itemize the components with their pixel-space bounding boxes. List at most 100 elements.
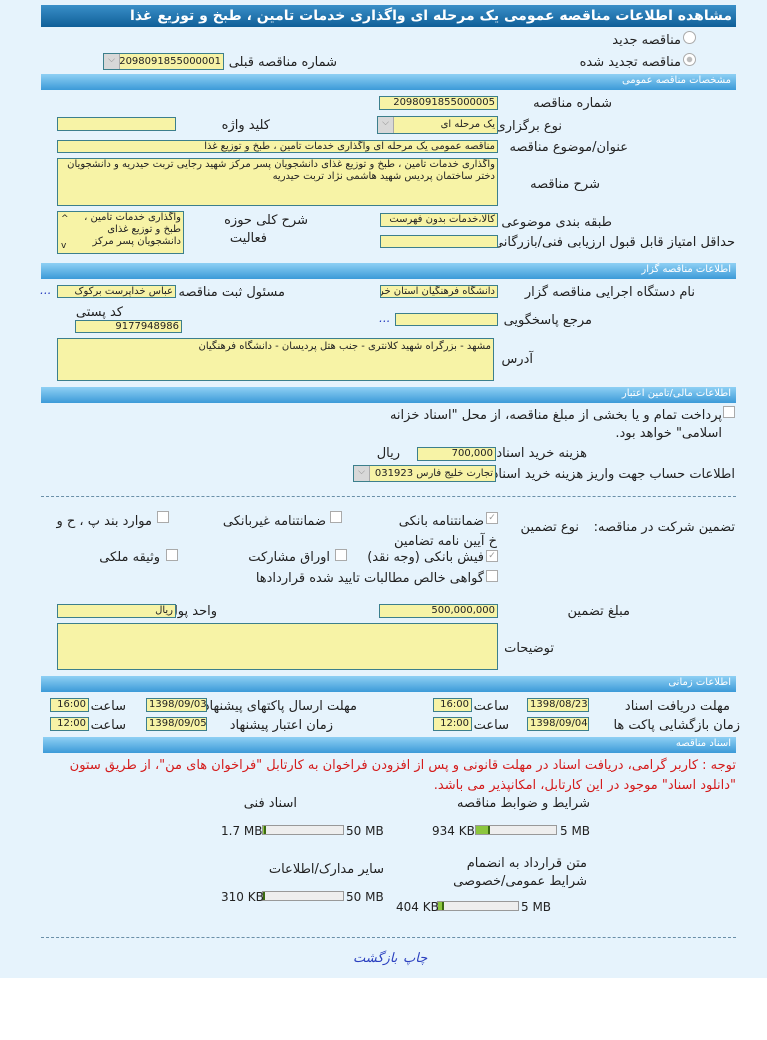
doc-technical-label: اسناد فنی (243, 796, 297, 811)
tender-number-label: شماره مناقصه (533, 96, 612, 111)
opening-time[interactable]: 12:00 (433, 717, 472, 731)
min-score-label: حداقل امتیاز قابل قبول ارزیابی فنی/بازرگ… (492, 235, 735, 250)
checkbox-property-deed[interactable] (166, 549, 178, 561)
holding-type-label: نوع برگزاری (495, 119, 562, 134)
back-link[interactable]: بازگشت (353, 951, 398, 966)
hour-label: ساعت (90, 718, 126, 733)
doc-contract-bar (437, 901, 519, 911)
tender-number-field[interactable]: 2098091855000005 (379, 96, 498, 110)
subject-field[interactable]: مناقصه عمومی یک مرحله ای واگذاری خدمات ت… (57, 140, 498, 153)
bonds-label: اوراق مشارکت (248, 550, 330, 565)
doc-max-size: 50 MB (346, 890, 384, 904)
account-label: اطلاعات حساب جهت واریز هزینه خرید اسناد (492, 467, 735, 482)
section-finance: اطلاعات مالی/تامین اعتبار (41, 387, 736, 403)
submit-deadline-date[interactable]: 1398/09/03 (146, 698, 207, 712)
doc-size: 310 KB (221, 890, 264, 904)
claims-certificate-label: گواهی خالص مطالبات تایید شده قراردادها (255, 571, 484, 586)
keyword-label: کلید واژه (221, 118, 270, 133)
doc-conditions-bar (475, 825, 557, 835)
postal-field[interactable]: 9177948986 (75, 320, 182, 333)
opening-date[interactable]: 1398/09/04 (527, 717, 589, 731)
postal-label: کد پستی (75, 305, 123, 320)
progress-fill (476, 826, 491, 834)
previous-number-select[interactable]: ⌵ 2098091855000001 (103, 53, 224, 70)
nonbank-guarantee-label: ضمانتنامه غیربانکی (222, 514, 326, 529)
address-textarea[interactable]: مشهد - بزرگراه شهید کلانتری - جنب هتل پر… (57, 338, 494, 381)
radio-new-tender[interactable] (683, 31, 696, 44)
renewed-tender-label: مناقصه تجدید شده (579, 55, 681, 70)
notes-textarea[interactable] (57, 623, 498, 670)
scroll-down-icon[interactable]: v (61, 241, 67, 251)
keyword-field[interactable] (57, 117, 176, 131)
reference-label: مرجع پاسخگویی (503, 313, 592, 328)
doc-contract-label: متن قرارداد به انضمام شرایط عمومی/خصوصی (453, 856, 587, 889)
activity-label-2: فعالیت (229, 231, 267, 246)
doc-other-label: سایر مدارک/اطلاعات (268, 862, 384, 877)
doc-deadline-label: مهلت دریافت اسناد (624, 699, 730, 714)
property-deed-label: وثیقه ملکی (99, 550, 160, 565)
doc-other-bar (262, 891, 344, 901)
doc-deadline-date[interactable]: 1398/08/23 (527, 698, 589, 712)
doc-max-size: 50 MB (346, 824, 384, 838)
checkbox-nonbank-guarantee[interactable] (330, 511, 342, 523)
account-select[interactable]: ⌵ تجارت خلیج فارس 031923 (353, 465, 496, 482)
category-field[interactable]: کالا،خدمات بدون فهرست (380, 213, 498, 227)
section-general: مشخصات مناقصه عمومی (41, 74, 736, 90)
registrar-label: مسئول ثبت مناقصه (178, 285, 285, 300)
doc-size: 404 KB (396, 900, 439, 914)
previous-number-label: شماره مناقصه قبلی (228, 55, 337, 70)
doc-max-size: 5 MB (521, 900, 552, 914)
min-score-field[interactable] (380, 235, 498, 248)
registrar-more-button[interactable]: ... (40, 283, 52, 297)
checkbox-claims-certificate[interactable] (486, 570, 498, 582)
checkbox-other-clauses[interactable] (157, 511, 169, 523)
progress-fill (438, 902, 445, 910)
reference-field[interactable] (395, 313, 498, 326)
progress-fill (263, 826, 266, 834)
registrar-field[interactable]: عباس خداپرست برکوک (57, 285, 176, 298)
validity-date[interactable]: 1398/09/05 (146, 717, 207, 731)
activity-label: شرح کلی حوزه (224, 213, 308, 228)
doc-max-size: 5 MB (560, 824, 591, 838)
category-label: طبقه بندی موضوعی (501, 215, 612, 230)
doc-conditions-label: شرایط و ضوابط مناقصه (457, 796, 590, 811)
doc-deadline-time[interactable]: 16:00 (433, 698, 472, 712)
section-timing: اطلاعات زمانی (41, 676, 736, 692)
activity-listbox[interactable]: واگذاری خدمات تامین ، طبخ و توزیع غذای د… (57, 211, 184, 254)
hour-label: ساعت (473, 718, 509, 733)
new-tender-label: مناقصه جدید (612, 33, 681, 48)
subject-label: عنوان/موضوع مناقصه (509, 140, 628, 155)
section-organizer: اطلاعات مناقصه گزار (41, 263, 736, 279)
doc-fee-field[interactable]: 700,000 (417, 447, 496, 461)
guarantee-amount-field[interactable]: 500,000,000 (379, 604, 498, 618)
divider (41, 496, 736, 497)
scroll-up-icon[interactable]: ^ (61, 214, 69, 224)
checkbox-bank-guarantee[interactable]: ✓ (486, 512, 498, 524)
checkbox-bank-receipt[interactable]: ✓ (486, 550, 498, 562)
description-textarea[interactable]: واگذاری خدمات تامین ، طبخ و توزیع غذای د… (57, 158, 498, 206)
description-label: شرح مناقصه (530, 177, 600, 192)
org-label: نام دستگاه اجرایی مناقصه گزار (524, 285, 695, 300)
progress-fill (263, 892, 266, 900)
chevron-down-icon: ⌵ (104, 54, 120, 69)
treasury-checkbox[interactable] (723, 406, 735, 418)
currency-unit-field[interactable]: ریال (57, 604, 176, 618)
other-clauses-label: موارد بند پ ، ح و (56, 514, 153, 529)
radio-renewed-tender[interactable] (683, 53, 696, 66)
guarantee-label: تضمین شرکت در مناقصه: (593, 520, 735, 535)
checkbox-bonds[interactable] (335, 549, 347, 561)
guarantee-amount-label: مبلغ تضمین (567, 604, 630, 619)
validity-time[interactable]: 12:00 (50, 717, 89, 731)
org-field[interactable]: دانشگاه فرهنگیان استان خراسان رضوی (380, 285, 498, 298)
doc-fee-currency: ریال (376, 446, 400, 461)
submit-deadline-time[interactable]: 16:00 (50, 698, 89, 712)
address-label: آدرس (501, 352, 533, 367)
chevron-down-icon: ⌵ (354, 466, 370, 481)
holding-type-select[interactable]: ⌵ یک مرحله ای (377, 116, 498, 134)
currency-unit-label: واحد پول (168, 604, 217, 619)
doc-technical-bar (262, 825, 344, 835)
opening-label: زمان بازگشایی پاکت ها (613, 718, 740, 733)
print-link[interactable]: چاپ (403, 951, 428, 966)
reference-more-button[interactable]: ... (379, 311, 391, 325)
other-clauses-label-cont: خ آیین نامه تضامین (394, 534, 497, 549)
